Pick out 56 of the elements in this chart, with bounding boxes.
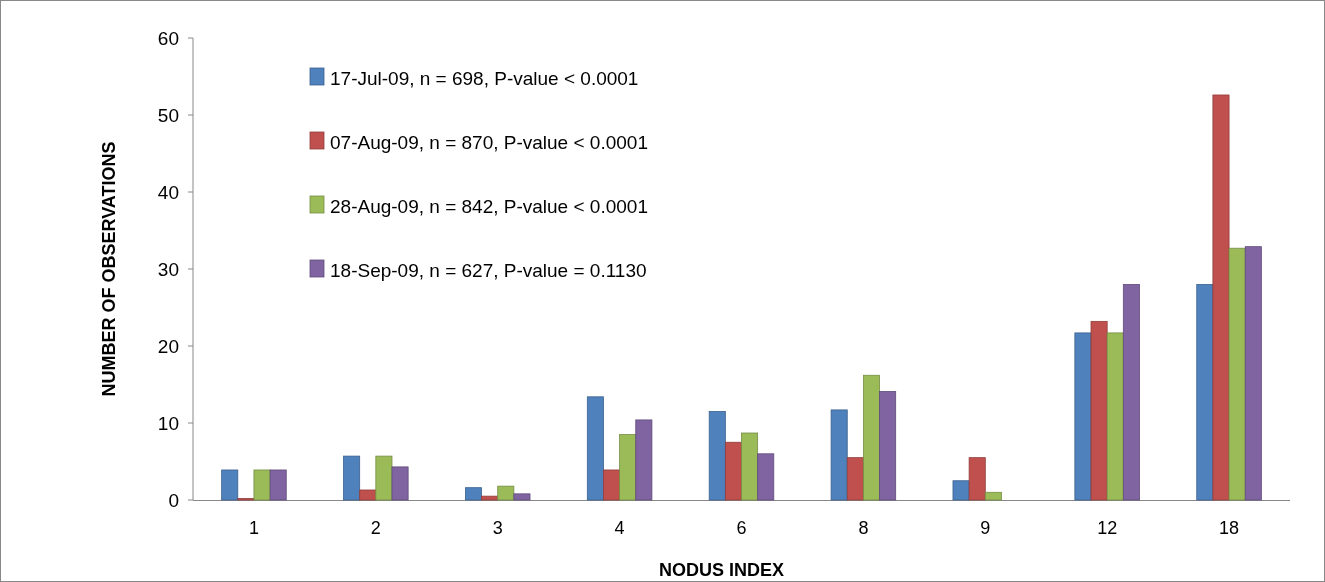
bar bbox=[359, 489, 377, 501]
x-tick-label: 2 bbox=[370, 518, 381, 538]
legend-label: 17-Jul-09, n = 698, P-value < 0.0001 bbox=[330, 67, 639, 89]
bar bbox=[391, 466, 409, 501]
bar bbox=[1106, 332, 1124, 501]
x-tick-label: 8 bbox=[858, 518, 869, 538]
bar bbox=[1196, 284, 1214, 501]
x-tick-label: 4 bbox=[614, 518, 625, 538]
y-tick-label: 20 bbox=[157, 335, 179, 357]
bar bbox=[1212, 94, 1230, 501]
bar bbox=[968, 457, 986, 501]
bar bbox=[952, 480, 970, 501]
bar bbox=[586, 396, 604, 501]
legend-label: 18-Sep-09, n = 627, P-value = 0.1130 bbox=[330, 259, 647, 281]
bar bbox=[830, 409, 848, 501]
bar bbox=[253, 469, 271, 501]
y-tick-label: 30 bbox=[157, 258, 179, 280]
x-tick-label: 1 bbox=[248, 518, 259, 538]
y-tick-label: 50 bbox=[157, 104, 179, 126]
y-tick-label: 10 bbox=[157, 412, 179, 434]
bar bbox=[862, 374, 880, 501]
legend-label: 07-Aug-09, n = 870, P-value < 0.0001 bbox=[330, 131, 648, 153]
bar bbox=[1244, 246, 1262, 501]
bar bbox=[221, 469, 239, 501]
bar bbox=[343, 455, 361, 501]
bar bbox=[635, 419, 653, 501]
y-tick-label: 60 bbox=[157, 27, 179, 49]
x-tick-label: 18 bbox=[1219, 518, 1240, 538]
bar bbox=[497, 485, 515, 501]
bar bbox=[757, 453, 775, 501]
bar bbox=[984, 491, 1002, 501]
bar bbox=[513, 493, 531, 501]
legend-label: 28-Aug-09, n = 842, P-value < 0.0001 bbox=[330, 195, 648, 217]
bar bbox=[619, 434, 637, 501]
x-tick-label: 6 bbox=[736, 518, 747, 538]
bar bbox=[741, 432, 759, 501]
bar bbox=[465, 487, 482, 501]
bar bbox=[879, 391, 897, 501]
x-tick-label: 9 bbox=[980, 518, 991, 538]
bar bbox=[1090, 320, 1108, 501]
y-tick-label: 0 bbox=[168, 489, 179, 511]
bar bbox=[708, 411, 726, 501]
bar bbox=[724, 441, 742, 501]
x-tick-label: 3 bbox=[492, 518, 503, 538]
y-axis-title: NUMBER OF OBSERVATIONS bbox=[99, 141, 119, 397]
bar bbox=[846, 457, 864, 501]
x-tick-label: 12 bbox=[1097, 518, 1118, 538]
bar bbox=[1074, 332, 1092, 501]
y-tick-label: 40 bbox=[157, 181, 179, 203]
bar bbox=[603, 469, 621, 501]
bar bbox=[269, 469, 287, 501]
bar bbox=[1228, 247, 1246, 501]
bar bbox=[375, 455, 393, 501]
bar bbox=[481, 495, 499, 501]
bar bbox=[1122, 284, 1140, 501]
x-axis-title: NODUS INDEX bbox=[658, 560, 785, 580]
